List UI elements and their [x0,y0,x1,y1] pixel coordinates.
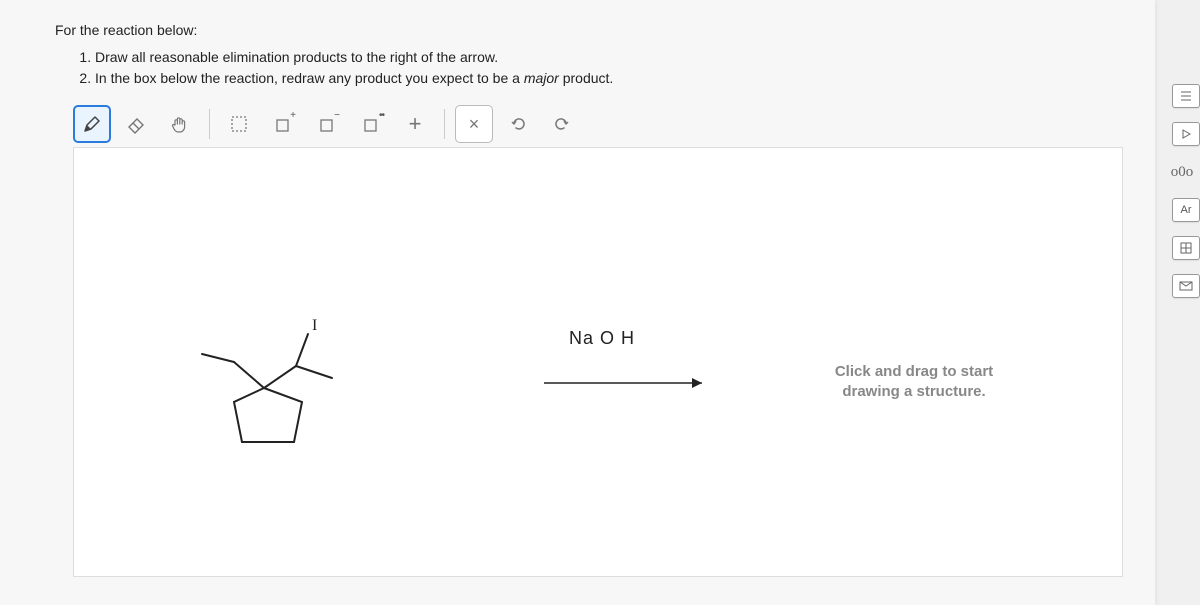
pencil-tool-button[interactable] [73,105,111,143]
prompt-intro: For the reaction below: [55,20,1115,41]
close-icon: × [469,114,480,135]
rail-btn-c[interactable] [1164,56,1200,70]
redo-button[interactable] [543,105,581,143]
grid-icon [1180,242,1192,254]
charge-minus-button[interactable]: − [308,105,346,143]
hand-tool-button[interactable] [161,105,199,143]
prompt-steps: Draw all reasonable elimination products… [95,47,1115,89]
reagent-label: Na O H [569,328,635,349]
select-dashed-button[interactable] [220,105,258,143]
hand-icon [169,113,191,135]
drawing-canvas[interactable]: I Na O H Click and drag to start drawing… [73,147,1123,577]
substrate-structure: I [194,308,384,493]
pencil-icon [82,114,102,134]
undo-icon [508,114,528,134]
clear-button[interactable]: × [455,105,493,143]
plus-icon: + [409,111,422,137]
reaction-arrow [544,373,714,398]
leaving-group-label: I [312,317,317,334]
rail-ooo-button[interactable]: o0o [1164,160,1200,184]
ar-icon: Ar [1181,204,1192,216]
mail-icon [1179,281,1193,291]
rail-mail-button[interactable] [1172,274,1200,298]
add-button[interactable]: + [396,105,434,143]
charge-plus-button[interactable]: + [264,105,302,143]
right-rail: o0o Ar [1155,8,1200,298]
select-dashed-icon [229,114,249,134]
question-page: For the reaction below: Draw all reasona… [0,0,1155,605]
ooo-icon: o0o [1171,164,1194,181]
toolbar-separator [209,109,210,139]
play-icon [1181,129,1191,139]
rail-grid-button[interactable] [1172,236,1200,260]
rail-play-button[interactable] [1172,122,1200,146]
lone-pair-button[interactable]: •• [352,105,390,143]
menu-icon [1179,90,1193,102]
prompt-step-2: In the box below the reaction, redraw an… [95,68,1115,89]
prompt-text: For the reaction below: Draw all reasona… [55,20,1155,89]
canvas-hint: Click and drag to start drawing a struct… [794,362,1034,403]
rail-ar-button[interactable]: Ar [1172,198,1200,222]
eraser-icon [125,113,147,135]
toolbar-separator-2 [444,109,445,139]
redo-icon [552,114,572,134]
eraser-tool-button[interactable] [117,105,155,143]
prompt-step-1: Draw all reasonable elimination products… [95,47,1115,68]
rail-menu-button[interactable] [1172,84,1200,108]
drawing-toolbar: + − •• + × [73,105,1155,143]
undo-button[interactable] [499,105,537,143]
